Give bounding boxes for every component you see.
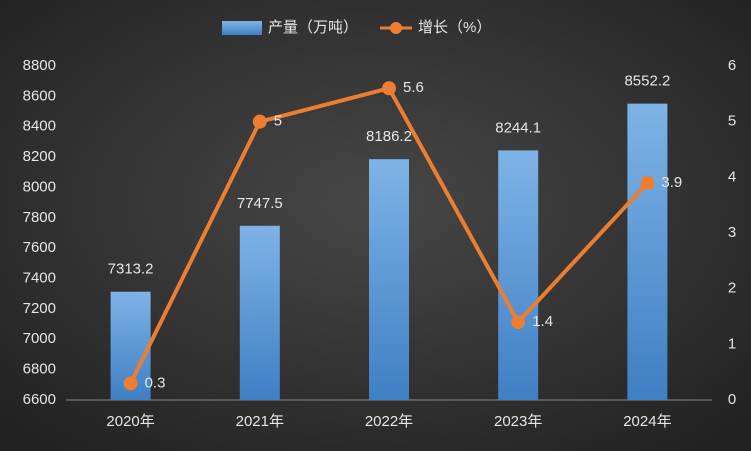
y2-tick-label: 4 [728, 168, 736, 185]
y-tick-label: 8600 [23, 87, 56, 104]
line-marker [382, 81, 396, 96]
line-value-label: 5 [274, 113, 282, 130]
bar-value-label: 8186.2 [366, 128, 412, 145]
y2-tick-label: 5 [728, 113, 736, 130]
line-value-label: 3.9 [661, 174, 682, 191]
bar-value-label: 7313.2 [108, 261, 154, 278]
legend-swatch [222, 21, 262, 35]
y-tick-label: 6800 [23, 361, 56, 378]
x-tick-label: 2021年 [236, 413, 284, 430]
y-tick-label: 7400 [23, 270, 56, 287]
y-tick-label: 7200 [23, 300, 56, 317]
y-tick-label: 6600 [23, 391, 56, 408]
line-value-label: 5.6 [403, 79, 424, 96]
y2-tick-label: 1 [728, 335, 736, 352]
x-tick-label: 2020年 [106, 413, 154, 430]
bar-value-label: 8244.1 [495, 119, 541, 136]
y2-tick-label: 0 [728, 391, 736, 408]
line-marker [511, 315, 526, 330]
x-tick-label: 2022年 [365, 413, 413, 430]
bar-value-label: 7747.5 [237, 195, 283, 212]
line-marker [640, 175, 655, 190]
x-tick-label: 2024年 [623, 413, 671, 430]
y-tick-label: 8200 [23, 148, 56, 165]
legend-label: 产量（万吨） [268, 19, 358, 36]
y2-tick-label: 3 [728, 224, 736, 241]
bar [239, 225, 280, 400]
bar-value-label: 8552.2 [624, 73, 670, 90]
bar [498, 150, 539, 400]
y2-tick-label: 6 [728, 57, 736, 74]
line-value-label: 0.3 [145, 374, 166, 391]
legend-label: 增长（%） [418, 19, 491, 36]
y-tick-label: 7000 [23, 330, 56, 347]
line-marker [123, 376, 138, 391]
y-tick-label: 8800 [23, 57, 56, 74]
y-tick-label: 7800 [23, 209, 56, 226]
legend-marker [390, 22, 402, 34]
bar [369, 159, 409, 400]
y2-tick-label: 2 [728, 280, 736, 297]
y-tick-label: 7600 [23, 239, 56, 256]
line-value-label: 1.4 [532, 313, 553, 330]
line-marker [252, 114, 267, 129]
y-tick-label: 8000 [23, 178, 56, 195]
x-tick-label: 2023年 [494, 413, 542, 430]
bar [627, 103, 668, 400]
y-tick-label: 8400 [23, 118, 56, 135]
